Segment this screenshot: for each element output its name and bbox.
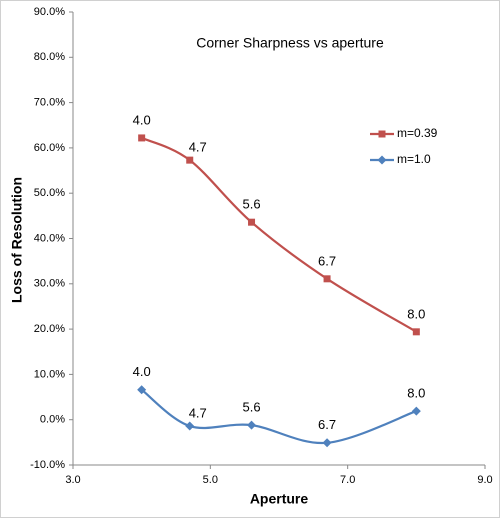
point [186, 156, 194, 164]
x-tick-label: 5.0 [203, 474, 218, 486]
data-label: 8.0 [407, 386, 425, 401]
data-label: 5.6 [242, 400, 260, 415]
point [185, 421, 195, 431]
y-tick-label: 70.0% [34, 97, 65, 109]
x-tick-label: 7.0 [340, 474, 355, 486]
x-axis-title: Aperture [250, 491, 309, 507]
data-label: 8.0 [407, 306, 425, 321]
data-label: 4.0 [133, 364, 151, 379]
y-tick-label: 50.0% [34, 187, 65, 199]
point [412, 328, 420, 336]
legend-marker [378, 130, 386, 138]
y-axis-title: Loss of Resolution [9, 177, 25, 303]
data-label: 4.7 [189, 140, 207, 155]
point [323, 275, 331, 283]
data-label: 6.7 [318, 417, 336, 432]
y-tick-label: 0.0% [40, 414, 65, 426]
y-tick-label: 20.0% [34, 323, 65, 335]
x-tick-label: 3.0 [65, 474, 80, 486]
legend-label: m=0.39 [397, 126, 438, 140]
data-label: 6.7 [318, 253, 336, 268]
y-tick-label: 60.0% [34, 142, 65, 154]
data-label: 5.6 [242, 197, 260, 212]
point [322, 438, 332, 448]
legend-label: m=1.0 [397, 152, 431, 166]
y-tick-label: -10.0% [30, 459, 65, 471]
legend-marker [377, 155, 387, 165]
point [247, 420, 257, 430]
x-tick-label: 9.0 [477, 474, 492, 486]
data-label: 4.7 [189, 405, 207, 420]
y-tick-label: 30.0% [34, 278, 65, 290]
data-label: 4.0 [133, 112, 151, 127]
y-tick-label: 10.0% [34, 368, 65, 380]
chart-title: Corner Sharpness vs aperture [196, 35, 384, 51]
point [248, 218, 256, 226]
series-line [141, 136, 417, 333]
y-tick-label: 80.0% [34, 51, 65, 63]
y-tick-label: 90.0% [34, 6, 65, 18]
point [411, 406, 421, 416]
point [137, 385, 147, 395]
point [138, 134, 146, 142]
y-tick-label: 40.0% [34, 232, 65, 244]
